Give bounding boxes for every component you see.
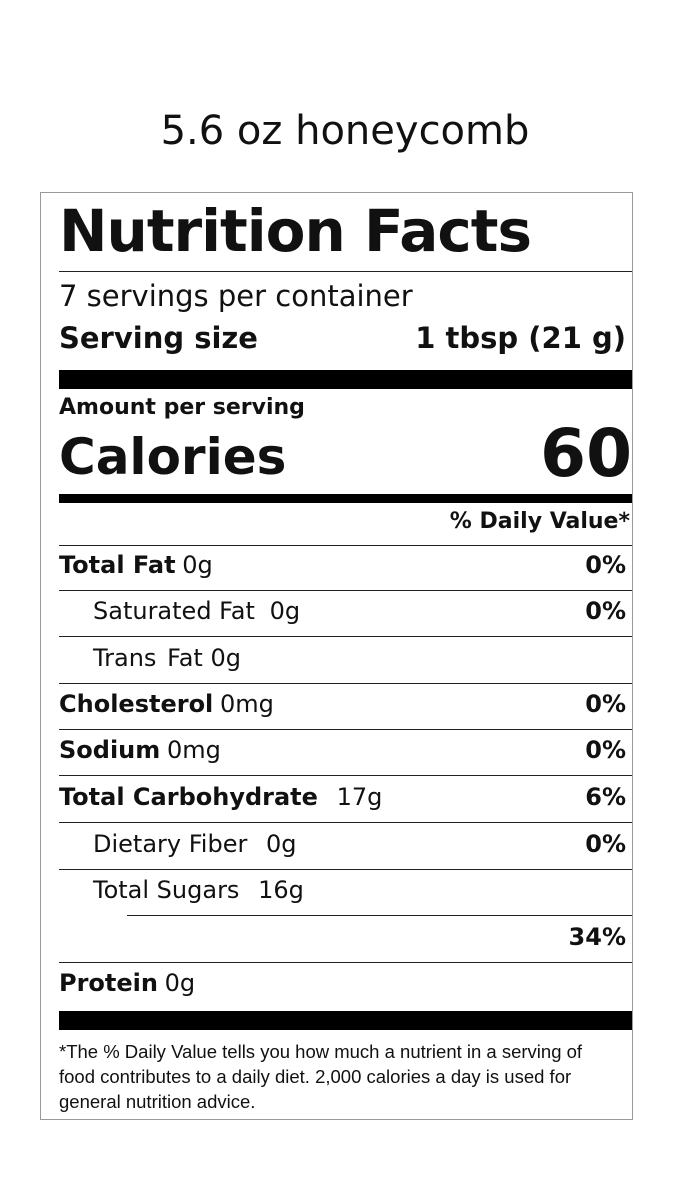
nutrient-dv: 0% bbox=[585, 690, 626, 718]
serving-size-value: 1 tbsp (21 g) bbox=[415, 321, 626, 355]
nutrient-row-sodium: Sodium 0mg 0% bbox=[59, 736, 626, 782]
nutrient-amount: 0g bbox=[182, 551, 213, 579]
nutrient-dv: 0% bbox=[585, 830, 626, 858]
nutrient-name: Total Fat bbox=[59, 551, 176, 579]
nutrient-name: Total Sugars bbox=[93, 876, 240, 904]
nutrient-row-total-carbohydrate: Total Carbohydrate 17g 6% bbox=[59, 783, 626, 829]
product-title: 5.6 oz honeycomb bbox=[160, 108, 530, 154]
nutrition-facts-label: Nutrition Facts 7 servings per container… bbox=[40, 192, 633, 1120]
nutrient-name: Trans bbox=[93, 644, 157, 672]
nutrient-amount: 16g bbox=[258, 876, 304, 904]
medium-divider bbox=[59, 494, 632, 503]
divider bbox=[59, 271, 632, 272]
divider bbox=[59, 869, 632, 870]
nutrient-dv: 6% bbox=[585, 783, 626, 811]
nutrient-amount: 0g bbox=[269, 597, 301, 625]
nutrient-name: Sodium bbox=[59, 736, 161, 764]
nutrient-name: Dietary Fiber bbox=[93, 830, 248, 858]
nutrient-name: Protein bbox=[59, 969, 158, 997]
divider bbox=[59, 775, 632, 776]
nutrient-name: Saturated Fat bbox=[93, 597, 255, 625]
amount-per-serving: Amount per serving bbox=[59, 395, 305, 420]
serving-size-label: Serving size bbox=[59, 321, 258, 355]
nutrient-dv: 0% bbox=[585, 597, 626, 625]
divider bbox=[59, 590, 632, 591]
nutrient-row-dietary-fiber: Dietary Fiber 0g 0% bbox=[93, 830, 626, 876]
divider bbox=[59, 636, 632, 637]
daily-value-header: % Daily Value* bbox=[449, 509, 630, 534]
nutrient-row-added-sugars: 34% bbox=[93, 923, 626, 969]
nutrient-amount: Fat 0g bbox=[167, 644, 241, 672]
nutrient-amount: 17g bbox=[336, 783, 383, 811]
thick-divider bbox=[59, 370, 632, 389]
calories-label: Calories bbox=[59, 428, 287, 486]
nutrient-dv: 0% bbox=[585, 551, 626, 579]
servings-per-container: 7 servings per container bbox=[59, 279, 413, 313]
nutrient-name: Total Carbohydrate bbox=[59, 783, 318, 811]
divider bbox=[59, 683, 632, 684]
nutrient-row-trans-fat: Trans Fat 0g bbox=[93, 644, 626, 690]
daily-value-footnote: *The % Daily Value tells you how much a … bbox=[59, 1041, 583, 1112]
nutrient-row-cholesterol: Cholesterol 0mg 0% bbox=[59, 690, 626, 736]
nutrient-row-total-sugars: Total Sugars 16g bbox=[93, 876, 626, 922]
divider bbox=[59, 962, 632, 963]
nutrient-dv: 34% bbox=[568, 923, 626, 951]
nutrient-amount: 0mg bbox=[219, 690, 274, 718]
divider bbox=[127, 915, 632, 916]
nutrient-row-saturated-fat: Saturated Fat 0g 0% bbox=[93, 597, 626, 643]
nutrient-amount: 0g bbox=[164, 969, 196, 997]
divider bbox=[59, 822, 632, 823]
serving-size-row: Serving size 1 tbsp (21 g) bbox=[59, 321, 626, 355]
calories-value: 60 bbox=[540, 415, 632, 492]
thick-divider bbox=[59, 1011, 632, 1030]
nutrient-row-total-fat: Total Fat 0g 0% bbox=[59, 551, 626, 597]
nutrition-facts-title: Nutrition Facts bbox=[59, 197, 532, 265]
nutrient-dv: 0% bbox=[585, 736, 626, 764]
nutrient-amount: 0g bbox=[266, 830, 297, 858]
divider bbox=[59, 545, 632, 546]
nutrient-amount: 0mg bbox=[166, 736, 221, 764]
divider bbox=[59, 729, 632, 730]
nutrient-row-protein: Protein 0g bbox=[59, 969, 626, 1015]
nutrient-name: Cholesterol bbox=[59, 690, 214, 718]
